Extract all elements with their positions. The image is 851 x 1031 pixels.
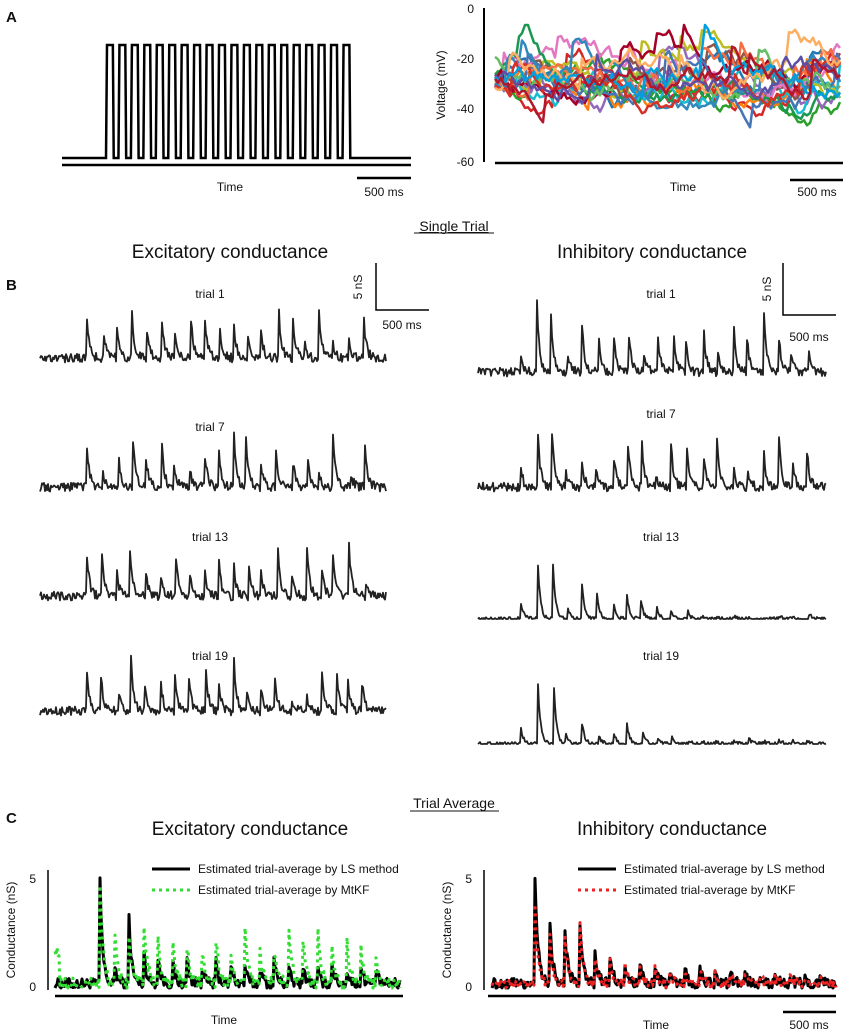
c-inh-ylabel: Conductance (nS) <box>440 882 454 979</box>
b-exc-trial-trace <box>39 431 387 493</box>
b-inh-scalebar-x-label: 500 ms <box>789 330 828 344</box>
c-inh-xlabel: Time <box>643 1018 670 1031</box>
b-inh-trial-label: trial 1 <box>646 287 676 301</box>
b-inh-trial-label: trial 7 <box>646 407 676 421</box>
voltage-scalebar-label: 500 ms <box>797 185 836 199</box>
b-inhibitory-title: Inhibitory conductance <box>557 242 747 263</box>
c-exc-legend-mtkf: Estimated trial-average by MtKF <box>198 883 369 897</box>
voltage-trace <box>494 23 842 106</box>
c-inhibitory-title: Inhibitory conductance <box>577 819 767 840</box>
b-exc-scalebar-y-label: 5 nS <box>351 275 365 300</box>
voltage-trace <box>494 23 842 100</box>
c-inh-scalebar-label: 500 ms <box>789 1018 828 1031</box>
c-exc-ytick: 0 <box>29 980 36 994</box>
voltage-trace <box>494 23 841 121</box>
panel-label-b: B <box>6 277 17 294</box>
c-exc-xlabel: Time <box>211 1013 238 1027</box>
c-inh-legend-mtkf: Estimated trial-average by MtKF <box>624 883 795 897</box>
c-inh-traces <box>490 876 838 990</box>
b-exc-trial-label: trial 13 <box>192 530 228 544</box>
b-exc-trial-label: trial 1 <box>195 287 225 301</box>
stimulus-xlabel: Time <box>217 180 244 194</box>
stimulus-pulse-train <box>62 43 411 160</box>
voltage-plot: 0 -20 -40 -60 Voltage (mV) Time 500 ms <box>434 2 843 199</box>
b-inh-scalebar <box>782 263 836 316</box>
b-inh-trial-trace <box>477 683 827 745</box>
c-excitatory-title: Excitatory conductance <box>152 819 348 840</box>
stimulus-scalebar-label: 500 ms <box>364 185 403 199</box>
voltage-ytick: -60 <box>457 155 475 169</box>
voltage-ytick: 0 <box>467 2 474 16</box>
b-exc-trial-label: trial 7 <box>195 420 225 434</box>
c-inh-ytick: 5 <box>465 872 472 886</box>
b-exc-trial-trace <box>39 541 387 602</box>
b-inh-scalebar-y-label: 5 nS <box>760 277 774 302</box>
trial-average-title: Trial Average <box>413 795 495 811</box>
b-exc-scalebar <box>375 263 429 311</box>
panel-label-c: C <box>6 810 17 827</box>
c-exc-ylabel: Conductance (nS) <box>4 882 18 979</box>
single-trial-traces <box>39 299 827 745</box>
b-inh-trial-trace <box>477 563 827 620</box>
b-exc-trial-trace <box>39 654 387 717</box>
b-inh-trial-trace <box>477 299 827 378</box>
c-inh-ytick: 0 <box>465 980 472 994</box>
c-exc-mtkf-trace <box>53 884 402 990</box>
c-exc-legend-ls: Estimated trial-average by LS method <box>198 862 399 876</box>
stimulus-plot: Time 500 ms <box>62 43 411 199</box>
c-exc-ytick: 5 <box>29 872 36 886</box>
b-excitatory-title: Excitatory conductance <box>132 242 328 263</box>
c-inh-legend-ls: Estimated trial-average by LS method <box>624 862 825 876</box>
b-exc-scalebar-x-label: 500 ms <box>382 318 421 332</box>
voltage-traces <box>493 23 842 129</box>
voltage-ylabel: Voltage (mV) <box>434 50 448 119</box>
panel-label-a: A <box>6 9 17 26</box>
b-inh-trial-label: trial 13 <box>643 530 679 544</box>
voltage-ytick: -20 <box>457 52 475 66</box>
c-exc-traces <box>53 876 402 990</box>
b-exc-trial-trace <box>39 308 387 364</box>
b-inh-trial-label: trial 19 <box>643 649 679 663</box>
single-trial-title: Single Trial <box>419 218 488 234</box>
voltage-trace <box>494 49 842 129</box>
voltage-trace <box>494 59 842 115</box>
b-inh-trial-trace <box>477 433 827 493</box>
b-exc-trial-label: trial 19 <box>192 649 228 663</box>
voltage-trace <box>494 45 841 124</box>
voltage-xlabel: Time <box>670 180 697 194</box>
voltage-ytick: -40 <box>457 102 475 116</box>
